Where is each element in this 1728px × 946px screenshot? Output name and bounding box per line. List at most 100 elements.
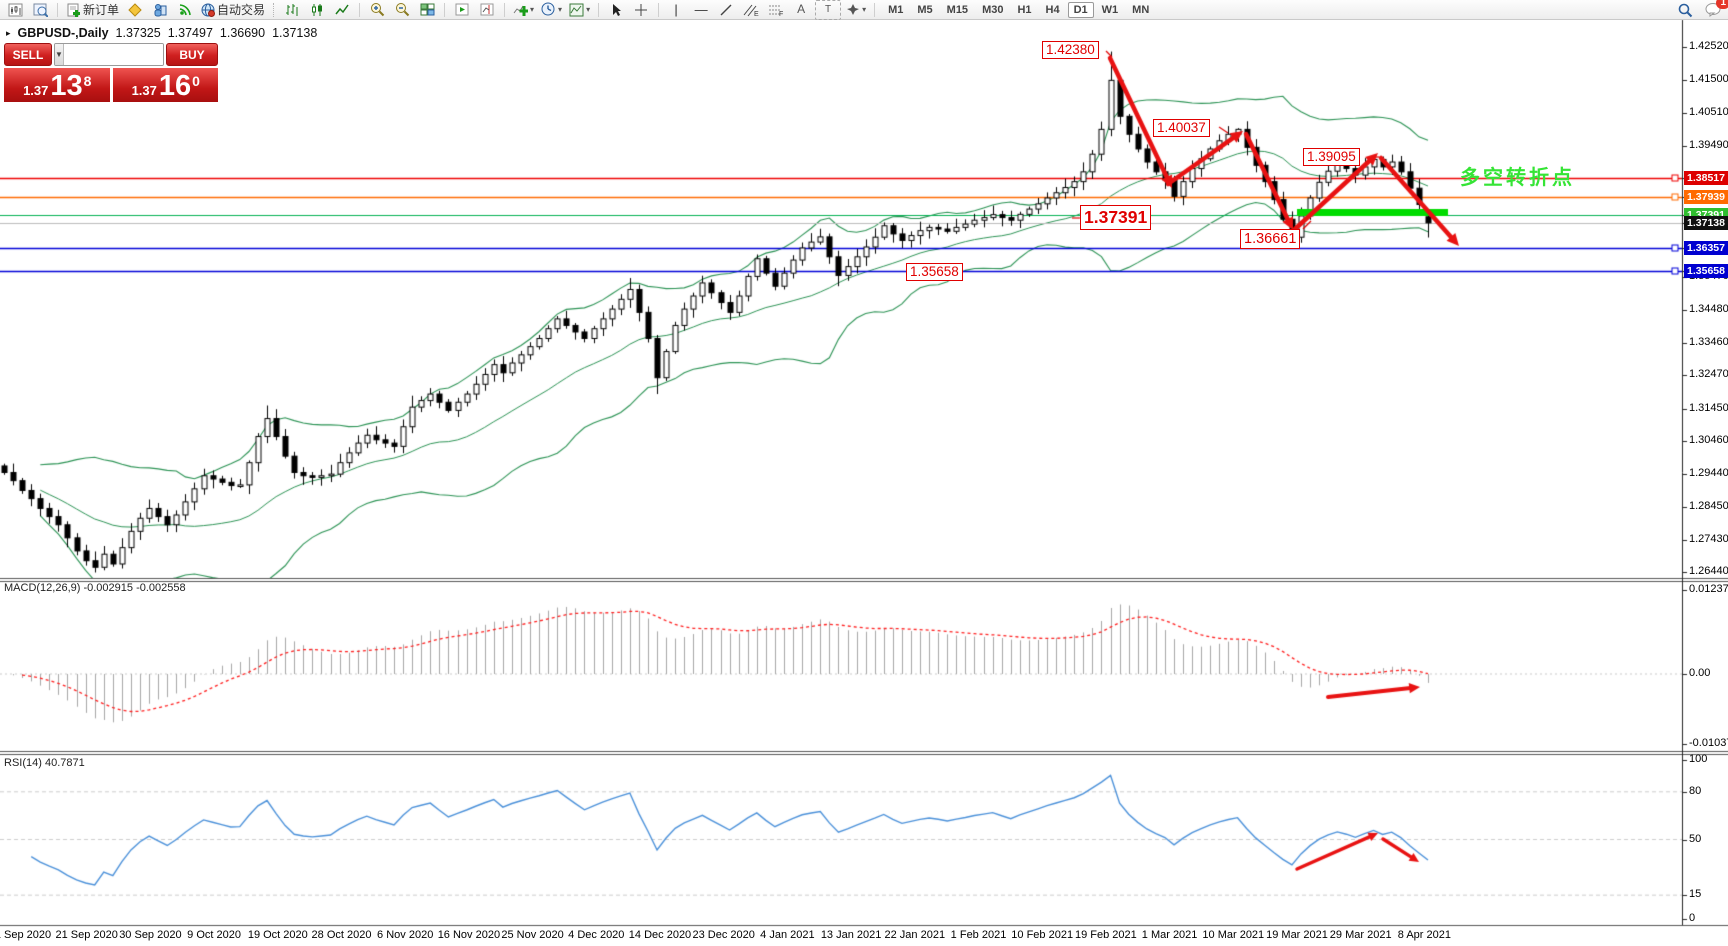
rsi-axis-label: 15 [1689,888,1702,901]
date-label: 19 Oct 2020 [247,929,308,941]
vertical-line-icon[interactable]: | [674,2,678,17]
charts-window-icon[interactable] [4,1,26,19]
date-label: 21 Sep 2020 [55,929,118,941]
date-label: 23 Dec 2020 [692,929,755,941]
symbol-info-line: ▸ GBPUSD-,Daily 1.37325 1.37497 1.36690 … [6,26,317,40]
annotation-label[interactable]: 1.39095 [1303,148,1360,166]
annotation-label[interactable]: 1.36661 [1240,229,1301,249]
price-badge: 1.38517 [1684,170,1728,185]
annotation-label[interactable]: 1.37391 [1080,205,1152,230]
date-label: 4 Dec 2020 [568,929,625,941]
notifications-icon[interactable]: 1 [1702,0,1728,19]
timeframe-button-H4[interactable]: H4 [1045,3,1060,16]
timeframe-button-MN[interactable]: MN [1132,3,1150,16]
volume-stepper: ▼ ▲ [54,43,164,66]
new-order-button[interactable]: 新订单 [64,1,121,19]
date-label: 30 Sep 2020 [119,929,182,941]
chart-profiles-icon[interactable] [29,1,51,19]
date-label: 25 Nov 2020 [501,929,564,941]
auto-scroll-icon[interactable] [451,1,473,19]
timeframe-button-M5[interactable]: M5 [917,3,933,16]
macd-label: MACD(12,26,9) -0.002915 -0.002558 [4,582,186,594]
expand-marker-icon[interactable]: ▸ [6,27,11,38]
equidistant-channel-icon[interactable]: E [740,1,762,19]
templates-caret-icon[interactable]: ▾ [586,5,591,14]
price-badge: 1.35658 [1684,264,1728,279]
rsi-axis-label: 80 [1689,784,1702,797]
line-chart-icon[interactable] [331,1,353,19]
volume-decrease-button[interactable]: ▼ [55,44,64,65]
rsi-axis-label: 50 [1689,832,1702,845]
timeframe-button-M30[interactable]: M30 [982,3,1004,16]
metaeditor-icon[interactable] [124,1,146,19]
indicators-caret-icon[interactable]: ▾ [530,5,535,14]
volume-input[interactable] [63,44,163,65]
cursor-icon[interactable] [605,1,627,19]
sell-price-prefix: 1.37 [23,83,49,98]
macd-axis-label: 0.012372 [1689,582,1728,595]
crosshair-icon[interactable] [630,1,652,19]
tile-windows-icon[interactable] [416,1,438,19]
horizontal-line-icon[interactable]: — [694,2,708,17]
periods-caret-icon[interactable]: ▾ [558,5,563,14]
timeframe-button-M1[interactable]: M1 [888,3,904,16]
date-label: 14 Dec 2020 [628,929,692,941]
sell-button[interactable]: SELL [4,43,52,66]
buy-button[interactable]: BUY [166,43,218,66]
chart-shift-icon[interactable] [476,1,498,19]
search-icon[interactable] [1674,1,1696,19]
fibonacci-icon[interactable]: F [765,1,787,19]
date-label: 28 Oct 2020 [311,929,372,941]
quote-open: 1.37325 [115,26,161,40]
signals-icon[interactable] [174,1,196,19]
arrow-objects-button[interactable]: ▾ [844,1,868,19]
trendline-icon[interactable] [715,1,737,19]
arrows-caret-icon[interactable]: ▾ [862,5,867,14]
periods-clock-button[interactable]: ▾ [539,1,564,19]
annotation-label[interactable]: 1.40037 [1153,119,1210,137]
annotation-label[interactable]: 1.35658 [906,263,963,281]
annotation-label[interactable]: 1.42380 [1042,41,1099,59]
timeframe-group: M1 M5 M15 M30 H1 H4 D1 W1 MN [881,1,1156,18]
bar-chart-icon[interactable] [281,1,303,19]
date-label: 29 Mar 2021 [1329,929,1392,941]
text-label-icon[interactable]: T [815,0,842,20]
buy-price-prefix: 1.37 [131,83,157,98]
new-order-label: 新订单 [83,3,120,17]
macd-axis-label: -0.010374 [1689,737,1728,750]
price-axis-label: 1.39490 [1689,139,1728,152]
strategy-tester-icon[interactable] [149,1,171,19]
candlestick-chart-icon[interactable] [306,1,328,19]
templates-button[interactable]: ▾ [567,1,592,19]
text-icon[interactable]: A [797,2,806,16]
timeframe-button-D1[interactable]: D1 [1067,1,1094,18]
autotrading-button[interactable]: 自动交易 [199,1,267,19]
sell-quote-tile[interactable]: 1.37 13 8 [4,68,110,102]
date-label: 4 Jan 2021 [760,929,815,941]
date-label: 9 Oct 2020 [187,929,241,941]
notification-badge: 1 [1716,0,1728,9]
date-label: 22 Jan 2021 [884,929,946,941]
trend-note[interactable]: 多空转折点 [1460,167,1575,189]
indicators-add-button[interactable]: ▾ [511,1,536,19]
timeframe-button-M15[interactable]: M15 [946,3,969,16]
timeframe-button-H1[interactable]: H1 [1017,3,1032,16]
price-axis-label: 1.42520 [1689,40,1728,52]
timeframe-button-W1[interactable]: W1 [1101,3,1119,16]
date-label: 19 Feb 2021 [1075,929,1137,941]
zoom-out-icon[interactable] [391,1,413,19]
quote-close: 1.37138 [272,26,318,40]
price-axis-label: 1.31450 [1689,401,1728,414]
price-axis-label: 1.30460 [1689,434,1728,447]
price-axis-label: 1.27430 [1689,533,1728,546]
zoom-in-icon[interactable] [366,1,388,19]
buy-quote-tile[interactable]: 1.37 16 0 [112,68,218,102]
date-label: 1 Mar 2021 [1141,929,1198,941]
rsi-label: RSI(14) 40.7871 [4,757,85,769]
date-label: 13 Jan 2021 [820,929,882,941]
one-click-trading-panel: SELL ▼ ▲ BUY 1.37 13 8 1.37 16 0 [4,43,218,102]
price-axis-label: 1.34480 [1689,302,1728,315]
toolbar: 新订单 自动交易 ▾ [0,0,1728,20]
